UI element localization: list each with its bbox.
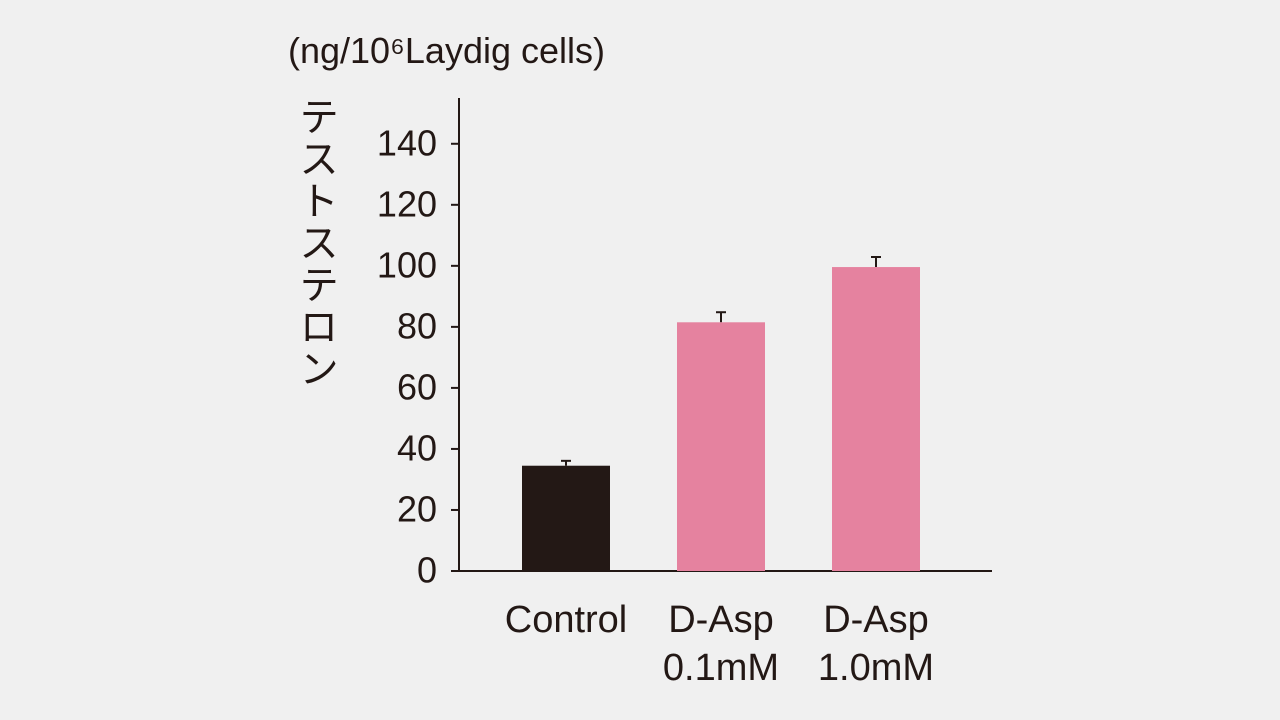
y-tick-label: 60 [397, 366, 437, 407]
bar [832, 267, 920, 571]
x-tick-label: D-Asp 0.1mM [662, 599, 780, 689]
y-tick-label: 80 [397, 305, 437, 346]
x-tick-label: D-Asp 1.0mM [817, 599, 935, 689]
y-tick-label: 0 [417, 550, 437, 591]
bar [522, 465, 610, 571]
bar [677, 322, 765, 571]
x-tick-label: Control [504, 599, 628, 641]
unit-label: (ng/10⁶Laydig cells) [288, 30, 605, 71]
y-tick-label: 100 [377, 244, 437, 285]
y-tick-label: 40 [397, 427, 437, 468]
y-axis-label: テストステロン [292, 96, 338, 390]
y-tick-label: 120 [377, 183, 437, 224]
y-tick-label: 140 [377, 122, 437, 163]
y-tick-label: 20 [397, 488, 437, 529]
